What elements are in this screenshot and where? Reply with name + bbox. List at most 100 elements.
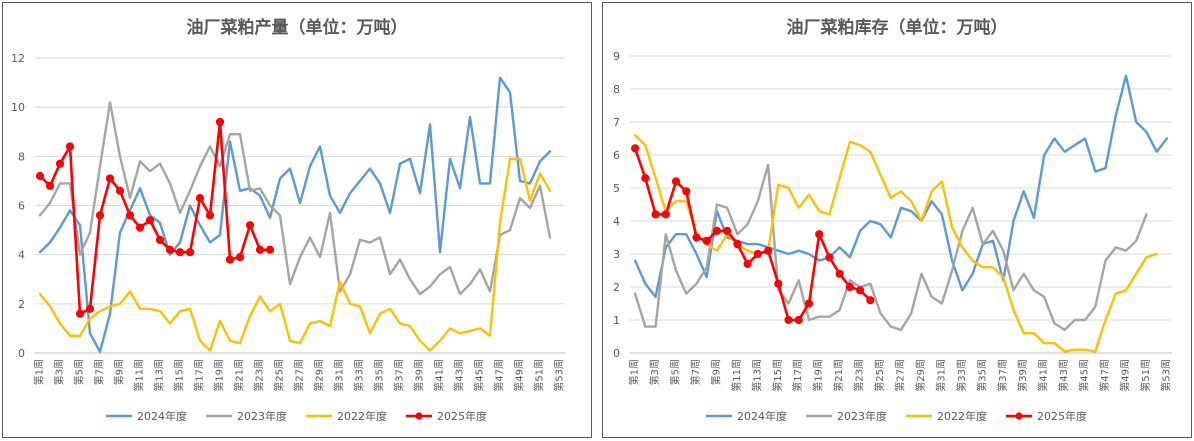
x-tick-label: 第1周 [33, 359, 46, 385]
data-point [155, 235, 165, 245]
data-point [631, 144, 640, 153]
data-point [95, 211, 105, 220]
data-point [794, 315, 803, 325]
chart-panel-production: 油厂菜粕产量（单位：万吨） 0 2 4 6 8 10 12 第1周 第3周 第5周 第7周 第9周 第1… [2, 2, 592, 438]
x-tick-label: 第33周 [353, 359, 366, 392]
y-tick-label: 3 [613, 248, 620, 261]
data-point [165, 245, 175, 254]
legend-label: 2024年度 [737, 409, 787, 423]
data-point [733, 240, 742, 249]
data-point [265, 245, 275, 254]
x-tick-label: 第49周 [513, 359, 526, 392]
chart-title: 油厂菜粕产量（单位：万吨） [186, 18, 408, 38]
x-tick-label: 第23周 [853, 359, 866, 392]
x-tick-label: 第25周 [873, 359, 886, 392]
x-tick-label: 第33周 [955, 359, 968, 392]
x-tick-label: 第37周 [996, 359, 1009, 392]
x-tick-label: 第7周 [689, 359, 702, 385]
data-point [835, 269, 844, 278]
series-line [633, 163, 1148, 332]
data-point [804, 299, 814, 308]
data-point [651, 210, 660, 219]
x-tick-label: 第13周 [750, 359, 763, 392]
x-tick-label: 第9周 [709, 359, 722, 385]
legend-label: 2023年度 [237, 409, 287, 423]
legend-label: 2024年度 [137, 409, 187, 423]
data-point [145, 216, 155, 225]
x-tick-label: 第37周 [393, 359, 406, 392]
x-tick-label: 第39周 [1016, 359, 1029, 392]
x-tick-label: 第27周 [894, 359, 907, 392]
x-tick-label: 第21周 [832, 359, 845, 392]
y-tick-label: 5 [613, 182, 620, 195]
legend-marker [415, 412, 423, 420]
x-tick-label: 第47周 [1098, 359, 1111, 392]
x-tick-label: 第53周 [553, 359, 566, 392]
y-tick-label: 2 [613, 281, 620, 294]
data-point [35, 171, 45, 181]
data-point [185, 248, 195, 257]
series-line [38, 76, 552, 353]
x-tick-label: 第9周 [113, 359, 126, 385]
x-tick-label: 第21周 [233, 359, 246, 392]
series-line [38, 157, 552, 352]
series-line [633, 147, 872, 322]
data-point [671, 177, 681, 186]
y-tick-label: 6 [613, 149, 620, 162]
y-tick-label: 8 [613, 83, 620, 96]
data-point [225, 255, 235, 264]
data-point [712, 226, 722, 235]
data-point [661, 210, 670, 219]
x-tick-label: 第51周 [533, 359, 546, 392]
data-point [55, 159, 65, 168]
legend-label: 2025年度 [437, 409, 487, 423]
x-tick-label: 第31周 [333, 359, 346, 392]
data-point [125, 211, 135, 220]
data-point [245, 221, 255, 230]
x-tick-label: 第19周 [213, 359, 226, 392]
data-point [723, 226, 732, 235]
y-tick-label: 4 [18, 249, 25, 262]
x-tick-label: 第45周 [1078, 359, 1091, 392]
data-point [205, 211, 215, 220]
data-point [175, 248, 185, 257]
y-tick-label: 8 [18, 150, 25, 163]
y-tick-label: 4 [613, 215, 620, 228]
legend-label: 2025年度 [1037, 409, 1087, 423]
data-point [135, 223, 145, 232]
y-tick-label: 6 [18, 200, 25, 213]
data-point [45, 181, 55, 190]
x-tick-label: 第1周 [628, 359, 641, 385]
data-point [753, 249, 762, 259]
y-tick-label: 10 [11, 101, 25, 114]
data-point [682, 187, 691, 196]
data-point [825, 253, 834, 262]
x-tick-label: 第3周 [648, 359, 661, 385]
data-point [65, 142, 75, 151]
x-tick-label: 第19周 [812, 359, 825, 392]
data-point [743, 259, 752, 268]
x-tick-label: 第41周 [433, 359, 446, 392]
x-tick-label: 第27周 [293, 359, 306, 392]
data-point [85, 304, 95, 313]
data-point [195, 194, 205, 203]
x-tick-label: 第35周 [975, 359, 988, 392]
x-tick-label: 第49周 [1118, 359, 1131, 392]
x-tick-label: 第5周 [73, 359, 86, 385]
x-tick-label: 第25周 [273, 359, 286, 392]
data-point [815, 230, 824, 239]
x-tick-label: 第23周 [253, 359, 266, 392]
data-point [866, 296, 875, 305]
chart-title: 油厂菜粕库存（单位：万吨） [786, 18, 1008, 38]
x-tick-label: 第41周 [1037, 359, 1050, 392]
legend-marker [1015, 412, 1023, 420]
y-tick-label: 2 [18, 298, 25, 311]
data-point [702, 236, 711, 245]
x-tick-label: 第5周 [669, 359, 682, 385]
data-point [855, 286, 865, 295]
data-point [692, 233, 701, 242]
legend-label: 2022年度 [337, 409, 387, 423]
x-tick-label: 第43周 [1057, 359, 1070, 392]
data-point [763, 246, 773, 255]
data-point [255, 245, 265, 254]
